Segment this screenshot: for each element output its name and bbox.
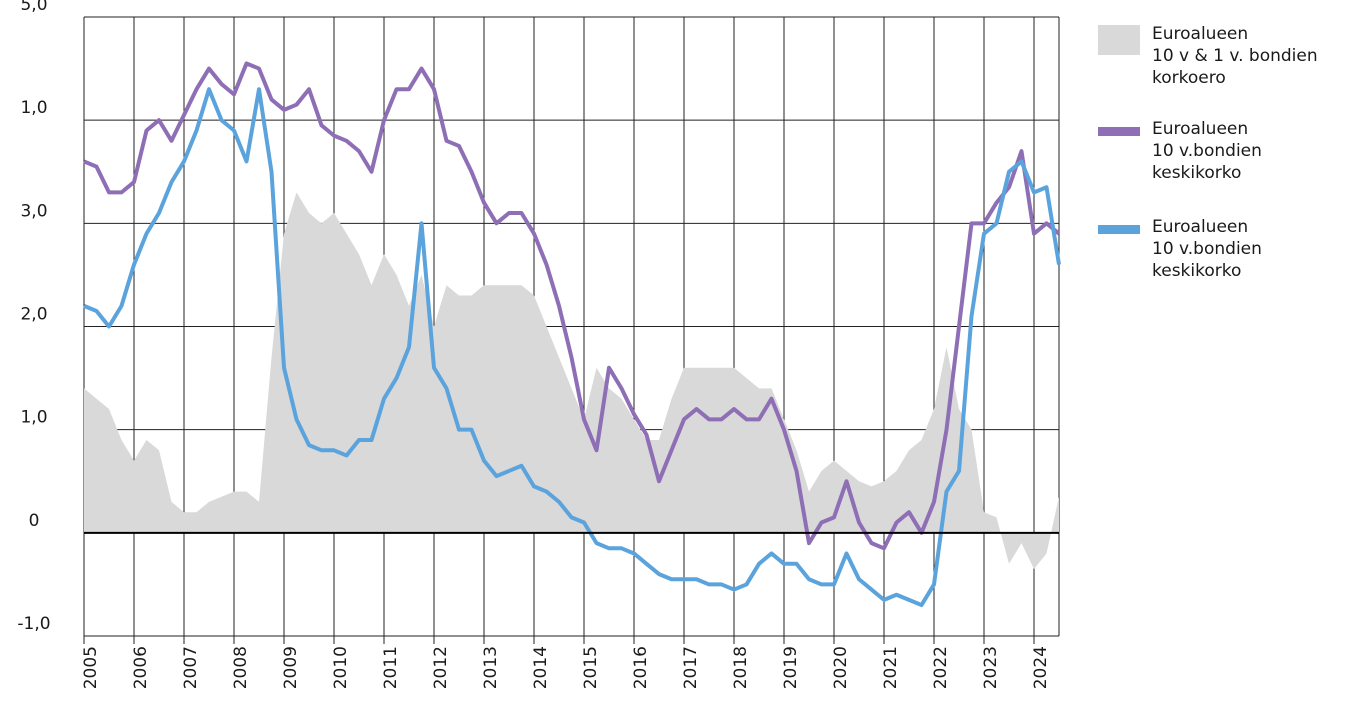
y-tick-label: 0 bbox=[29, 511, 40, 531]
y-tick-label: 1,0 bbox=[20, 98, 47, 118]
x-tick-label: 2015 bbox=[581, 646, 601, 689]
spread-area bbox=[84, 192, 1059, 569]
x-tick-label: 2022 bbox=[931, 646, 951, 689]
x-tick-label: 2007 bbox=[181, 646, 201, 689]
x-tick-label: 2013 bbox=[481, 646, 501, 689]
y-tick-label: 3,0 bbox=[20, 201, 47, 221]
x-tick-label: 2016 bbox=[631, 646, 651, 689]
x-tick-label: 2012 bbox=[431, 646, 451, 689]
data bbox=[83, 61, 1061, 608]
yield-line bbox=[83, 61, 1061, 551]
y-tick-label: 1,0 bbox=[20, 408, 47, 428]
x-tick-label: 2008 bbox=[231, 646, 251, 689]
x-tick-label: 2019 bbox=[781, 646, 801, 689]
x-tick-label: 2023 bbox=[981, 646, 1001, 689]
legend-label: Euroalueen 10 v.bondien keskikorko bbox=[1152, 217, 1262, 281]
legend-swatch bbox=[1098, 25, 1140, 55]
x-tick-label: 2010 bbox=[331, 646, 351, 689]
x-tick-label: 2021 bbox=[881, 646, 901, 689]
legend-label: Euroalueen 10 v.bondien keskikorko bbox=[1152, 119, 1262, 183]
x-tick-label: 2017 bbox=[681, 646, 701, 689]
legend-swatch bbox=[1098, 225, 1140, 234]
x-tick-label: 2018 bbox=[731, 646, 751, 689]
legend-label: Euroalueen 10 v & 1 v. bondien korkoero bbox=[1152, 24, 1318, 88]
y-tick-label: 2,0 bbox=[20, 305, 47, 325]
y-tick-label: 5,0 bbox=[20, 0, 47, 15]
axes: -1,0 0 1,0 2,0 3,0 1,0 5,0 2005 2006 2007 2008 2009… bbox=[17, 0, 1059, 689]
x-tick-label: 2020 bbox=[831, 646, 851, 689]
y-tick-label: -1,0 bbox=[17, 614, 50, 634]
x-tick-label: 2005 bbox=[81, 646, 101, 689]
grid bbox=[83, 16, 1060, 637]
x-tick-label: 2009 bbox=[281, 646, 301, 689]
x-tick-label: 2014 bbox=[531, 646, 551, 689]
x-tick-label: 2011 bbox=[381, 646, 401, 689]
yield-line bbox=[83, 87, 1061, 608]
x-tick-label: 2024 bbox=[1031, 646, 1051, 689]
legend-swatch bbox=[1098, 127, 1140, 136]
x-tick-label: 2006 bbox=[131, 646, 151, 689]
